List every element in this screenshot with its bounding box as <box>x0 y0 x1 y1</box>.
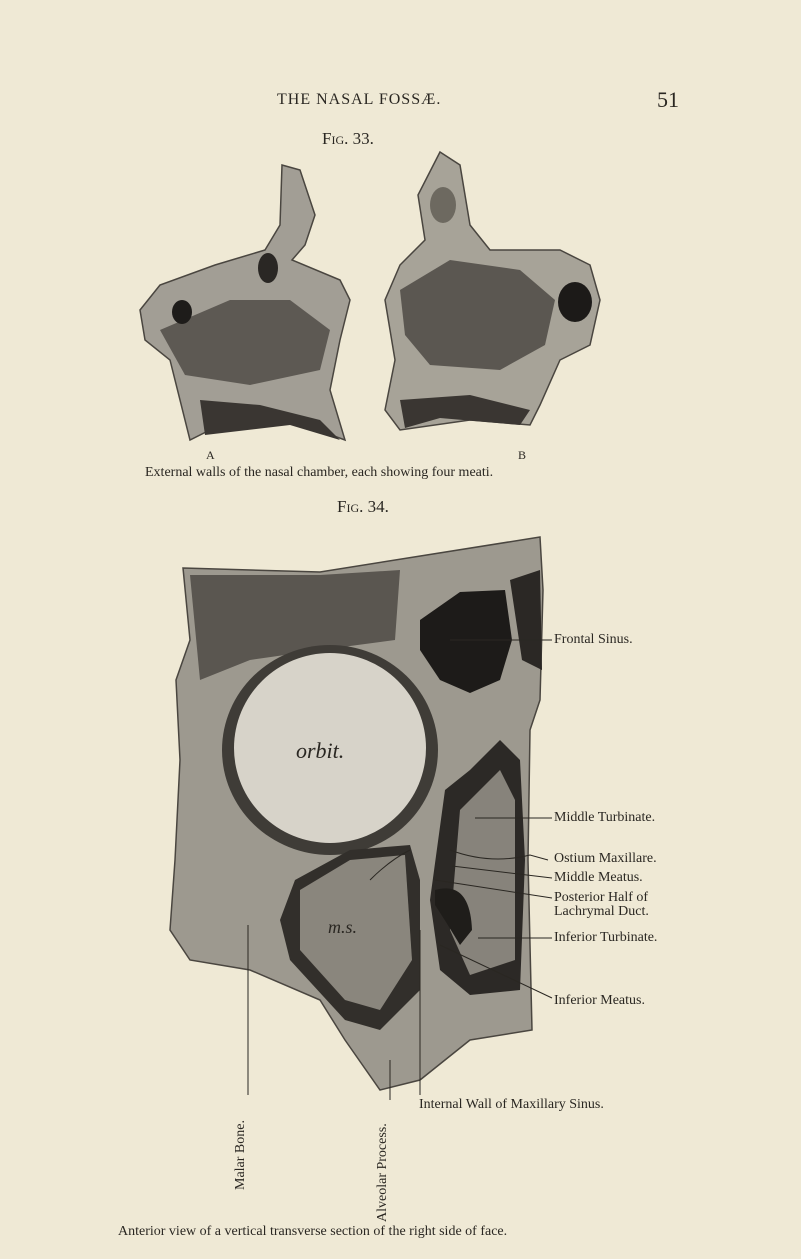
leader-line <box>439 944 553 999</box>
label: Frontal Sinus. <box>554 632 633 647</box>
label: Lachrymal Duct. <box>554 904 649 919</box>
label: Ostium Maxillare. <box>554 851 657 866</box>
leader-line <box>451 865 553 879</box>
label: Inferior Meatus. <box>554 993 645 1008</box>
label: Internal Wall of Maxillary Sinus. <box>419 1097 604 1112</box>
part-label: A <box>206 448 215 462</box>
label: Middle Turbinate. <box>554 810 656 825</box>
running-head: THE NASAL FOSSÆ. <box>277 91 442 108</box>
part-label: B <box>518 448 527 462</box>
label: Alveolar Process. <box>375 1123 390 1222</box>
figure-label: Fig. 34. <box>337 497 389 516</box>
annotation: m.s. <box>328 917 358 937</box>
label: Posterior Half of <box>554 890 649 905</box>
figure-33-b <box>384 150 601 431</box>
figure-33-a <box>139 164 351 442</box>
label: Middle Meatus. <box>554 870 643 885</box>
leader-lines <box>247 639 553 1100</box>
leader-line <box>369 849 549 881</box>
page-number: 51 <box>657 87 679 112</box>
figure-34 <box>169 536 544 1091</box>
annotation: orbit. <box>296 738 345 763</box>
figure-label: Fig. 33. <box>322 129 374 148</box>
figure-caption: External walls of the nasal chamber, eac… <box>145 465 494 480</box>
label: Malar Bone. <box>233 1120 248 1190</box>
leader-line <box>434 879 553 899</box>
label: Inferior Turbinate. <box>554 930 658 945</box>
figure-caption: Anterior view of a vertical transverse s… <box>118 1224 508 1239</box>
